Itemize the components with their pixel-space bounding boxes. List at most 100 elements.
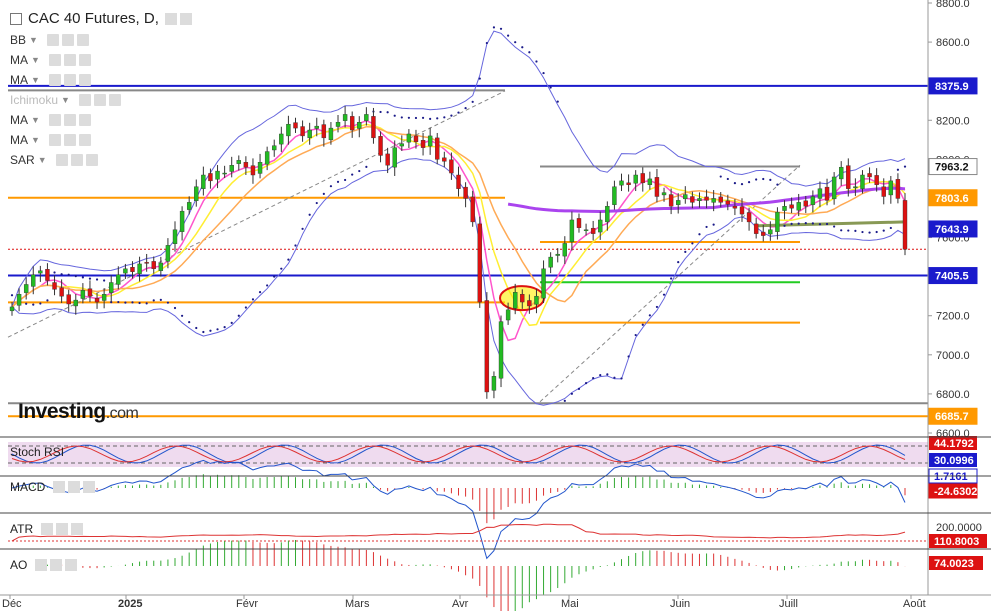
collapse-icon[interactable]	[10, 12, 22, 25]
candle	[505, 302, 511, 325]
chevron-down-icon[interactable]: ▼	[61, 95, 70, 105]
legend-label: Ichimoku	[10, 93, 59, 107]
close-icon[interactable]	[71, 523, 84, 535]
close-icon[interactable]	[85, 154, 98, 166]
stoch-band	[8, 442, 928, 467]
candle	[243, 156, 249, 175]
sar-dot	[811, 222, 814, 225]
close-icon[interactable]	[76, 34, 89, 46]
sar-dot	[10, 294, 14, 297]
candle	[846, 158, 851, 197]
sar-dot	[280, 267, 283, 270]
settings-icon[interactable]	[63, 54, 76, 66]
chevron-down-icon[interactable]: ▼	[31, 55, 40, 65]
up-candle	[676, 200, 681, 205]
candle	[130, 261, 135, 279]
settings-icon[interactable]	[56, 523, 69, 535]
down-candle	[66, 294, 71, 305]
chevron-down-icon[interactable]: ▼	[31, 115, 40, 125]
chevron-down-icon[interactable]: ▼	[31, 135, 40, 145]
close-icon[interactable]	[78, 114, 91, 126]
eye-icon[interactable]	[164, 12, 177, 25]
settings-icon[interactable]	[179, 12, 192, 25]
settings-icon[interactable]	[63, 134, 76, 146]
eye-icon[interactable]	[46, 34, 59, 46]
up-candle	[888, 180, 894, 196]
settings-icon[interactable]	[61, 34, 74, 46]
eye-icon[interactable]	[48, 114, 61, 126]
up-candle	[512, 292, 518, 309]
close-icon[interactable]	[78, 74, 91, 86]
sar-dot	[202, 330, 205, 334]
candle	[739, 198, 745, 222]
candle	[357, 116, 362, 138]
candle	[342, 106, 348, 128]
close-icon[interactable]	[78, 54, 91, 66]
up-candle	[194, 186, 199, 202]
x-tick-label: Août	[903, 598, 926, 610]
legend-bb[interactable]: BB ▼	[10, 32, 89, 48]
candle	[45, 263, 50, 286]
settings-icon[interactable]	[63, 114, 76, 126]
settings-icon[interactable]	[63, 74, 76, 86]
legend-ma[interactable]: MA ▼	[10, 72, 91, 88]
candle	[484, 292, 490, 399]
chevron-down-icon[interactable]: ▼	[37, 155, 47, 165]
sar-dot	[726, 177, 729, 181]
settings-icon[interactable]	[68, 481, 81, 493]
sar-dot	[599, 374, 602, 377]
price-tag-box	[928, 220, 978, 238]
eye-icon[interactable]	[53, 481, 66, 493]
up-candle	[201, 174, 206, 189]
stoch-k	[11, 444, 906, 464]
up-candle	[123, 268, 128, 274]
close-icon[interactable]	[108, 94, 121, 106]
candle	[534, 288, 539, 314]
legend-ma[interactable]: MA ▼	[10, 52, 91, 68]
close-icon[interactable]	[83, 481, 96, 493]
chevron-down-icon[interactable]: ▼	[29, 35, 38, 45]
sar-dot	[691, 242, 694, 245]
sar-dot	[882, 229, 885, 232]
atr-tag-box	[929, 534, 987, 548]
candle	[73, 294, 78, 315]
candle	[406, 129, 412, 149]
eye-icon[interactable]	[35, 559, 48, 571]
settings-icon[interactable]	[50, 559, 63, 571]
legend-ma[interactable]: MA ▼	[10, 132, 91, 148]
candle	[562, 236, 568, 264]
candle	[647, 171, 653, 190]
sar-dot	[315, 201, 318, 205]
sar-dot	[95, 278, 99, 281]
down-candle	[902, 200, 908, 250]
candle	[172, 221, 178, 252]
candle	[371, 107, 376, 144]
close-icon[interactable]	[78, 134, 91, 146]
sar-dot	[733, 182, 737, 185]
eye-icon[interactable]	[78, 94, 91, 106]
eye-icon[interactable]	[48, 134, 61, 146]
close-icon[interactable]	[65, 559, 78, 571]
sar-dot	[762, 177, 765, 181]
y-tick-label: 8200.0	[936, 115, 970, 127]
down-candle	[704, 196, 709, 201]
settings-icon[interactable]	[93, 94, 106, 106]
candle	[803, 195, 808, 214]
legend-ichimoku[interactable]: Ichimoku ▼	[10, 92, 121, 108]
down-candle	[654, 177, 660, 197]
price-tag: 7643.9	[928, 220, 978, 238]
stoch-tag-box	[929, 453, 977, 467]
candle	[59, 279, 64, 304]
eye-icon[interactable]	[55, 154, 68, 166]
settings-icon[interactable]	[70, 154, 83, 166]
eye-icon[interactable]	[48, 54, 61, 66]
sar-dot	[74, 275, 77, 278]
candle	[463, 182, 468, 208]
legend-sar[interactable]: SAR ▼	[10, 152, 98, 168]
eye-icon[interactable]	[48, 74, 61, 86]
chevron-down-icon[interactable]: ▼	[31, 75, 40, 85]
eye-icon[interactable]	[41, 523, 54, 535]
up-candle	[768, 229, 773, 235]
legend-ma[interactable]: MA ▼	[10, 112, 91, 128]
